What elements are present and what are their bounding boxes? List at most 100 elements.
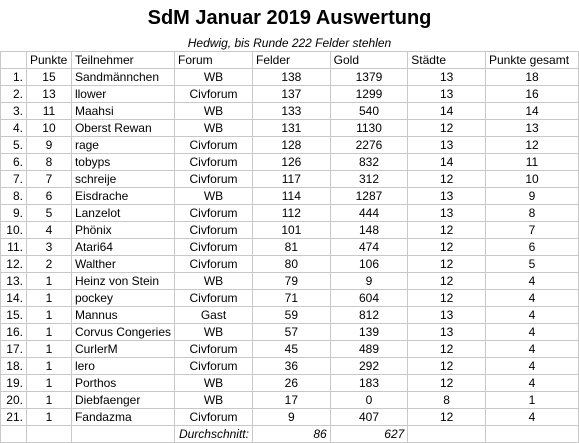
gold-cell: 1130 bbox=[329, 119, 409, 137]
punkte-gesamt-cell: 4 bbox=[484, 357, 579, 375]
teilnehmer-cell: llower bbox=[70, 85, 176, 103]
punkte-gesamt-cell: 16 bbox=[484, 85, 579, 103]
forum-cell: WB bbox=[174, 119, 253, 137]
staedte-cell: 13 bbox=[407, 68, 486, 86]
rank-cell: 16. bbox=[0, 323, 27, 341]
gold-cell: 1379 bbox=[329, 68, 409, 86]
forum-cell: Civforum bbox=[174, 170, 253, 188]
rank-cell: 7. bbox=[0, 170, 27, 188]
results-table: Punkte Teilnehmer Forum Felder Gold Städ… bbox=[0, 51, 579, 443]
teilnehmer-cell: Oberst Rewan bbox=[70, 119, 176, 137]
table-row: 21. 1 Fandazma Civforum 9 407 12 4 bbox=[0, 408, 579, 426]
table-row: 6. 8 tobyps Civforum 126 832 14 11 bbox=[0, 153, 579, 171]
teilnehmer-cell: schreije bbox=[70, 170, 176, 188]
rank-cell: 5. bbox=[0, 136, 27, 154]
forum-cell: WB bbox=[174, 374, 253, 392]
staedte-cell: 13 bbox=[407, 306, 486, 324]
gold-cell: 312 bbox=[329, 170, 409, 188]
forum-cell: WB bbox=[174, 323, 253, 341]
staedte-cell: 13 bbox=[407, 85, 486, 103]
average-label: Durchschnitt: bbox=[174, 425, 253, 443]
table-row: 18. 1 lero Civforum 36 292 12 4 bbox=[0, 357, 579, 375]
teilnehmer-cell: Walther bbox=[70, 255, 176, 273]
punkte-gesamt-cell: 4 bbox=[484, 340, 579, 358]
rank-cell: 21. bbox=[0, 408, 27, 426]
header-felder: Felder bbox=[251, 51, 331, 69]
rank-cell: 9. bbox=[0, 204, 27, 222]
punkte-gesamt-cell: 18 bbox=[484, 68, 579, 86]
teilnehmer-cell: Diebfaenger bbox=[70, 391, 176, 409]
teilnehmer-cell: Heinz von Stein bbox=[70, 272, 176, 290]
punkte-cell: 8 bbox=[25, 153, 72, 171]
forum-cell: Civforum bbox=[174, 289, 253, 307]
punkte-cell: 1 bbox=[25, 272, 72, 290]
teilnehmer-cell: CurlerM bbox=[70, 340, 176, 358]
rank-cell: 3. bbox=[0, 102, 27, 120]
gold-cell: 292 bbox=[329, 357, 409, 375]
gold-cell: 540 bbox=[329, 102, 409, 120]
punkte-cell: 3 bbox=[25, 238, 72, 256]
table-row: 17. 1 CurlerM Civforum 45 489 12 4 bbox=[0, 340, 579, 358]
punkte-cell: 13 bbox=[25, 85, 72, 103]
felder-cell: 26 bbox=[251, 374, 331, 392]
staedte-cell: 14 bbox=[407, 153, 486, 171]
rank-cell: 20. bbox=[0, 391, 27, 409]
felder-average: 86 bbox=[251, 425, 331, 443]
punkte-cell: 6 bbox=[25, 187, 72, 205]
gold-cell: 0 bbox=[329, 391, 409, 409]
felder-cell: 79 bbox=[251, 272, 331, 290]
rank-cell: 15. bbox=[0, 306, 27, 324]
punkte-gesamt-cell: 4 bbox=[484, 374, 579, 392]
rank-cell: 10. bbox=[0, 221, 27, 239]
punkte-gesamt-cell: 11 bbox=[484, 153, 579, 171]
forum-cell: Civforum bbox=[174, 153, 253, 171]
punkte-cell: 11 bbox=[25, 102, 72, 120]
forum-cell: Civforum bbox=[174, 408, 253, 426]
table-row: 14. 1 pockey Civforum 71 604 12 4 bbox=[0, 289, 579, 307]
felder-cell: 81 bbox=[251, 238, 331, 256]
teilnehmer-cell: Porthos bbox=[70, 374, 176, 392]
rank-cell: 11. bbox=[0, 238, 27, 256]
table-row: 13. 1 Heinz von Stein WB 79 9 12 4 bbox=[0, 272, 579, 290]
forum-cell: Civforum bbox=[174, 238, 253, 256]
forum-cell: Civforum bbox=[174, 357, 253, 375]
rank-cell: 19. bbox=[0, 374, 27, 392]
staedte-cell: 12 bbox=[407, 255, 486, 273]
rank-cell: 8. bbox=[0, 187, 27, 205]
forum-cell: WB bbox=[174, 68, 253, 86]
header-gold: Gold bbox=[329, 51, 409, 69]
punkte-gesamt-cell: 5 bbox=[484, 255, 579, 273]
table-row: 9. 5 Lanzelot Civforum 112 444 13 8 bbox=[0, 204, 579, 222]
punkte-gesamt-cell: 1 bbox=[484, 391, 579, 409]
gold-cell: 9 bbox=[329, 272, 409, 290]
teilnehmer-cell: Sandmännchen bbox=[70, 68, 176, 86]
footer-cell bbox=[25, 425, 72, 443]
staedte-cell: 12 bbox=[407, 221, 486, 239]
felder-cell: 36 bbox=[251, 357, 331, 375]
gold-cell: 183 bbox=[329, 374, 409, 392]
forum-cell: Civforum bbox=[174, 85, 253, 103]
staedte-cell: 12 bbox=[407, 289, 486, 307]
staedte-cell: 12 bbox=[407, 408, 486, 426]
forum-cell: Civforum bbox=[174, 340, 253, 358]
punkte-cell: 1 bbox=[25, 391, 72, 409]
rank-cell: 6. bbox=[0, 153, 27, 171]
teilnehmer-cell: Fandazma bbox=[70, 408, 176, 426]
staedte-cell: 8 bbox=[407, 391, 486, 409]
rank-cell: 14. bbox=[0, 289, 27, 307]
teilnehmer-cell: Eisdrache bbox=[70, 187, 176, 205]
teilnehmer-cell: rage bbox=[70, 136, 176, 154]
teilnehmer-cell: Mannus bbox=[70, 306, 176, 324]
punkte-cell: 1 bbox=[25, 374, 72, 392]
punkte-gesamt-cell: 4 bbox=[484, 272, 579, 290]
gold-cell: 604 bbox=[329, 289, 409, 307]
gold-cell: 407 bbox=[329, 408, 409, 426]
punkte-gesamt-cell: 14 bbox=[484, 102, 579, 120]
felder-cell: 114 bbox=[251, 187, 331, 205]
footer-cell bbox=[70, 425, 176, 443]
forum-cell: Gast bbox=[174, 306, 253, 324]
header-forum: Forum bbox=[174, 51, 253, 69]
felder-cell: 17 bbox=[251, 391, 331, 409]
table-row: 4. 10 Oberst Rewan WB 131 1130 12 13 bbox=[0, 119, 579, 137]
staedte-cell: 13 bbox=[407, 204, 486, 222]
